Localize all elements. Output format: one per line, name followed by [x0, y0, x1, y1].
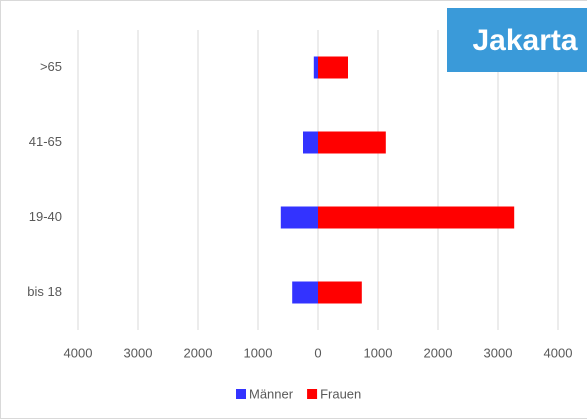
x-tick-label: 3000 — [484, 345, 513, 360]
bar — [313, 56, 318, 79]
bar — [280, 206, 318, 229]
legend-label: Frauen — [320, 386, 361, 401]
bar — [303, 131, 318, 154]
x-tick-label: 3000 — [124, 345, 153, 360]
x-tick-label: 4000 — [64, 345, 93, 360]
bar — [318, 206, 515, 229]
bar — [318, 281, 362, 304]
bar — [318, 56, 348, 79]
bar — [318, 131, 386, 154]
y-tick-label: >65 — [40, 59, 62, 74]
x-tick-label: 4000 — [544, 345, 573, 360]
chart-title: Jakarta — [472, 24, 577, 57]
title-box — [447, 8, 587, 72]
bar — [292, 281, 318, 304]
legend-swatch — [307, 389, 318, 399]
y-tick-label: bis 18 — [27, 284, 62, 299]
x-tick-label: 2000 — [184, 345, 213, 360]
y-tick-label: 19-40 — [29, 209, 62, 224]
y-tick-label: 41-65 — [29, 134, 62, 149]
x-tick-label: 0 — [314, 345, 321, 360]
x-tick-label: 1000 — [364, 345, 393, 360]
x-tick-label: 1000 — [244, 345, 273, 360]
x-tick-label: 2000 — [424, 345, 453, 360]
legend-label: Männer — [249, 386, 294, 401]
legend-swatch — [236, 389, 246, 399]
